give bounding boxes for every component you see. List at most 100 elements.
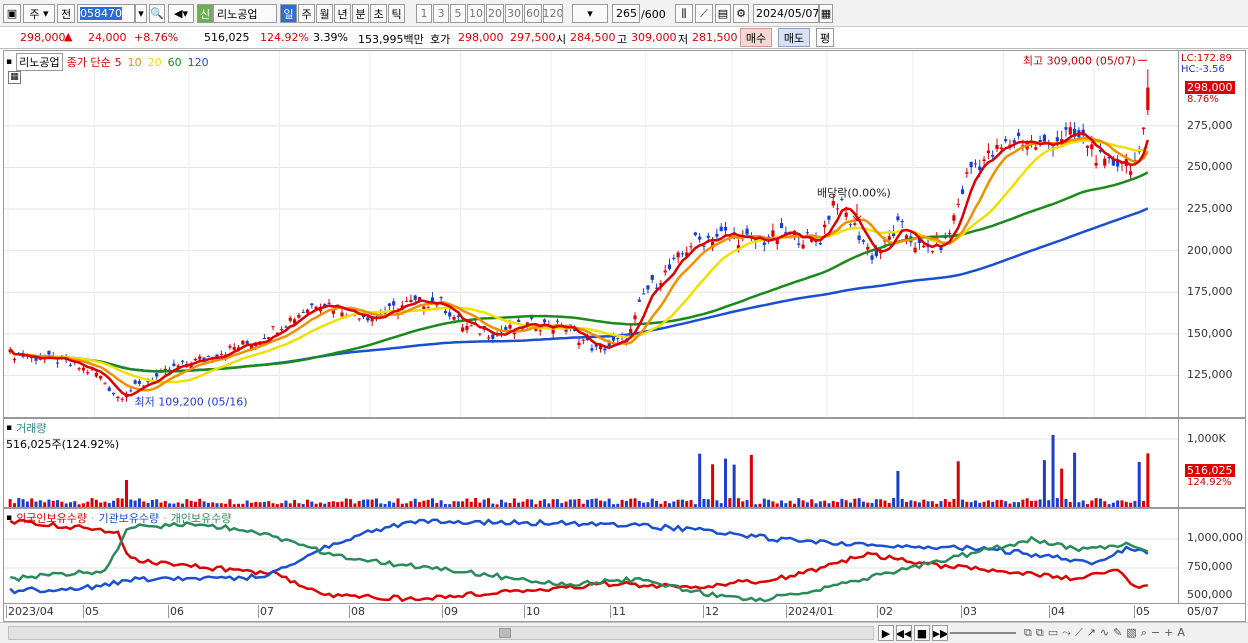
line-icon[interactable]: ⟋ — [1074, 626, 1083, 639]
plus-icon[interactable]: + — [1164, 626, 1174, 639]
holding-y-tick: 1,000,000 — [1187, 531, 1243, 544]
stock-tag[interactable]: 리노공업 — [16, 53, 63, 71]
minute-tab-30[interactable]: 30 — [505, 4, 523, 23]
period-tab-2[interactable]: 월 — [316, 4, 333, 23]
zoom-slider[interactable] — [950, 632, 1016, 634]
sell-button[interactable]: 매도 — [778, 28, 810, 47]
wave-icon[interactable]: ∿ — [1099, 626, 1110, 639]
volume-bar — [930, 501, 934, 507]
quote-low: 281,500 — [692, 31, 738, 44]
candle-body — [654, 287, 659, 289]
market-select[interactable]: 주 ▾ — [23, 4, 55, 23]
legend-separator: · — [90, 511, 95, 525]
minute-tab-120[interactable]: 120 — [543, 4, 563, 23]
volume-bar — [202, 501, 206, 507]
candle-body — [866, 246, 870, 250]
candle-body — [392, 301, 396, 306]
candle-body — [12, 358, 17, 361]
prev-button[interactable]: 전 — [57, 4, 75, 23]
play-icon[interactable]: ▶ — [878, 625, 894, 641]
gear-icon[interactable]: ⚙ — [733, 4, 749, 23]
zoom-icon[interactable]: ⌕ — [1140, 626, 1147, 639]
save-icon[interactable]: ▤ — [715, 4, 731, 23]
volume-bar — [237, 503, 241, 507]
volume-bar — [637, 501, 641, 507]
copy-icon[interactable]: ⧉ — [1035, 626, 1044, 639]
speaker-icon[interactable]: ◀▾ — [168, 4, 194, 23]
period-tab-6[interactable]: 틱 — [388, 4, 405, 23]
volume-bar — [1064, 498, 1068, 507]
candle-body — [629, 329, 633, 334]
arrow-icon[interactable]: ↗ — [1086, 626, 1096, 639]
search-icon[interactable]: 🔍 — [149, 4, 165, 23]
layout-icon[interactable]: ▣ — [3, 4, 21, 23]
trendline-icon[interactable]: ⟋ — [695, 4, 713, 23]
price-chart[interactable]: 최고 309,000 (05/07) 최저 109,200 (05/16) 배당락(… — [4, 51, 1178, 417]
volume-current-tag: 516,025 — [1185, 464, 1235, 477]
minute-tab-5[interactable]: 5 — [450, 4, 466, 23]
volume-chart[interactable] — [4, 419, 1178, 507]
date-input[interactable]: 2024/05/07 — [753, 4, 819, 23]
buy-button[interactable]: 매수 — [740, 28, 772, 47]
legend-prefix: 종가 단순 — [66, 56, 111, 69]
fill-icon[interactable]: ▧ — [1126, 626, 1137, 639]
volume-bar — [47, 499, 51, 507]
volume-bar — [1081, 500, 1085, 507]
minute-tab-20[interactable]: 20 — [486, 4, 504, 23]
volume-bar — [258, 502, 262, 507]
minute-tab-3[interactable]: 3 — [433, 4, 449, 23]
period-tab-0[interactable]: 일 — [280, 4, 297, 23]
holding-legend-2: 개인보유수량 — [170, 512, 232, 525]
volume-bar — [60, 501, 64, 507]
custom-interval-select[interactable]: ▾ — [572, 4, 608, 23]
code-input[interactable]: 058470 — [77, 4, 135, 23]
holding-legend-1: 기관보유수량 — [98, 512, 160, 525]
brush-icon[interactable]: ✎ — [1113, 626, 1123, 639]
period-tab-3[interactable]: 년 — [334, 4, 351, 23]
volume-bar — [564, 501, 568, 507]
minute-tab-60[interactable]: 60 — [524, 4, 542, 23]
candle-body — [280, 329, 284, 331]
candle-body — [564, 328, 568, 332]
ma-legend-120: 120 — [187, 55, 209, 69]
candle-tool-icon[interactable]: ⫼ — [675, 4, 693, 23]
holding-y-tick: 500,000 — [1187, 588, 1233, 601]
candle-body — [1068, 127, 1072, 135]
code-dropdown-icon[interactable]: ▾ — [135, 4, 147, 23]
volume-bar — [1012, 502, 1016, 507]
count-input[interactable]: 265 — [612, 4, 640, 23]
volume-y-tick: 1,000K — [1187, 432, 1226, 445]
eval-button[interactable]: 평 — [816, 28, 834, 47]
candle-body — [504, 327, 508, 332]
period-tab-5[interactable]: 초 — [370, 4, 387, 23]
scrollbar-thumb[interactable] — [499, 628, 511, 638]
rewind-icon[interactable]: ◀◀ — [896, 625, 912, 641]
pattern-icon[interactable]: ⤳ — [1062, 626, 1071, 639]
table-icon[interactable]: ▦ — [8, 71, 21, 84]
candle-body — [702, 245, 706, 247]
auto-icon[interactable]: A — [1177, 626, 1185, 639]
scrollbar-track[interactable] — [8, 626, 874, 640]
volume-bar — [1025, 498, 1029, 507]
volume-bar — [43, 502, 47, 507]
period-tab-4[interactable]: 분 — [352, 4, 369, 23]
candle-body — [292, 319, 297, 324]
ask-label: 호가 — [430, 33, 451, 46]
stop-icon[interactable]: ■ — [914, 625, 930, 641]
calendar-icon[interactable]: ▦ — [819, 4, 833, 23]
compare-icon[interactable]: ⧉ — [1024, 626, 1032, 639]
minus-icon[interactable]: − — [1150, 626, 1161, 639]
volume-bar — [909, 500, 913, 507]
window-icon[interactable]: ▭ — [1047, 626, 1059, 639]
forward-icon[interactable]: ▶▶ — [932, 625, 948, 641]
candle-body — [844, 212, 848, 217]
pane-icon: ▪ — [6, 57, 13, 67]
holding-chart[interactable] — [4, 509, 1178, 603]
volume-bar — [926, 501, 930, 507]
volume-title: 거래량 — [16, 422, 47, 435]
period-tab-1[interactable]: 주 — [298, 4, 315, 23]
candle-body — [155, 373, 159, 377]
minute-tab-1[interactable]: 1 — [416, 4, 432, 23]
minute-tab-10[interactable]: 10 — [467, 4, 485, 23]
